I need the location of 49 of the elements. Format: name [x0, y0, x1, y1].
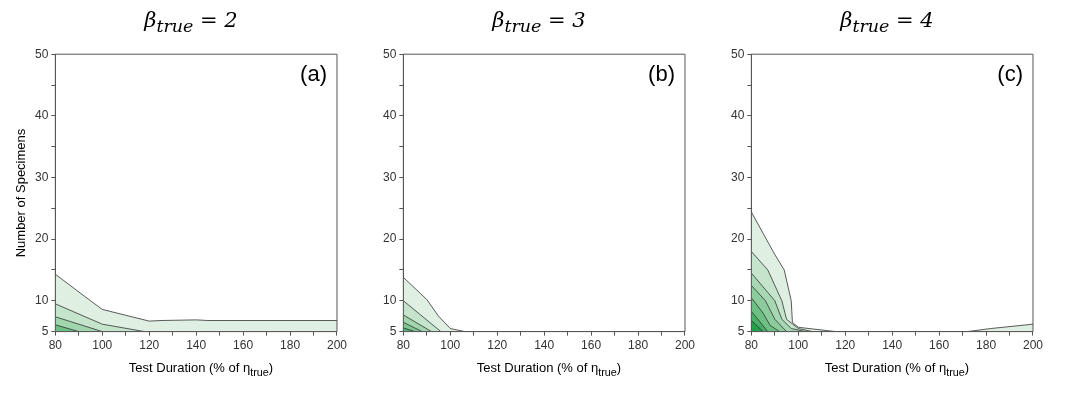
x-tick-label: 120: [835, 338, 856, 353]
y-tick-label: 20: [382, 231, 397, 246]
x-tick-label: 80: [48, 338, 63, 353]
y-tick-label: 10: [730, 293, 745, 308]
x-tick-label: 160: [233, 338, 254, 353]
x-tick-label: 100: [440, 338, 461, 353]
x-tick-label: 140: [534, 338, 555, 353]
y-tick-label: 50: [730, 46, 745, 61]
x-tick-label: 200: [674, 338, 696, 353]
y-tick-label: 5: [389, 323, 397, 338]
y-tick-label: 5: [41, 323, 49, 338]
y-tick-label: 5: [737, 323, 745, 338]
y-tick-label: 30: [382, 169, 397, 184]
annotation: (a): [300, 61, 327, 87]
x-tick-label: 180: [280, 338, 301, 353]
y-axis-title: Number of Specimens: [12, 128, 28, 258]
x-tick-label: 100: [92, 338, 113, 353]
x-axis-title: Test Duration (% of η$_{true}$): [823, 360, 970, 378]
y-tick-label: 50: [34, 46, 49, 61]
x-tick-label: 80: [744, 338, 759, 353]
x-tick-label: 180: [976, 338, 997, 353]
x-tick-label: 180: [628, 338, 649, 353]
y-tick-label: 20: [730, 231, 745, 246]
chart-title: β$_{true}$ = 4: [840, 8, 934, 39]
x-tick-label: 160: [581, 338, 602, 353]
y-tick-label: 10: [382, 293, 397, 308]
x-axis-title: Test Duration (% of η$_{true}$): [475, 360, 622, 378]
y-tick-label: 20: [34, 231, 49, 246]
annotation: (b): [648, 61, 675, 87]
y-tick-label: 40: [34, 108, 49, 123]
x-tick-label: 80: [396, 338, 411, 353]
y-tick-label: 30: [34, 169, 49, 184]
x-tick-label: 120: [139, 338, 160, 353]
x-tick-label: 160: [929, 338, 950, 353]
x-tick-label: 200: [326, 338, 348, 353]
annotation: (c): [997, 61, 1023, 87]
x-tick-label: 100: [788, 338, 809, 353]
y-tick-label: 10: [34, 293, 49, 308]
x-tick-label: 200: [1022, 338, 1044, 353]
x-tick-label: 120: [487, 338, 508, 353]
x-tick-label: 140: [186, 338, 207, 353]
y-tick-label: 50: [382, 46, 397, 61]
x-tick-label: 140: [882, 338, 903, 353]
x-axis-title: Test Duration (% of η$_{true}$): [127, 360, 274, 378]
y-tick-label: 40: [382, 108, 397, 123]
chart-title: β$_{true}$ = 3: [492, 8, 586, 39]
y-tick-label: 30: [730, 169, 745, 184]
y-tick-label: 40: [730, 108, 745, 123]
chart-title: β$_{true}$ = 2: [144, 8, 238, 39]
